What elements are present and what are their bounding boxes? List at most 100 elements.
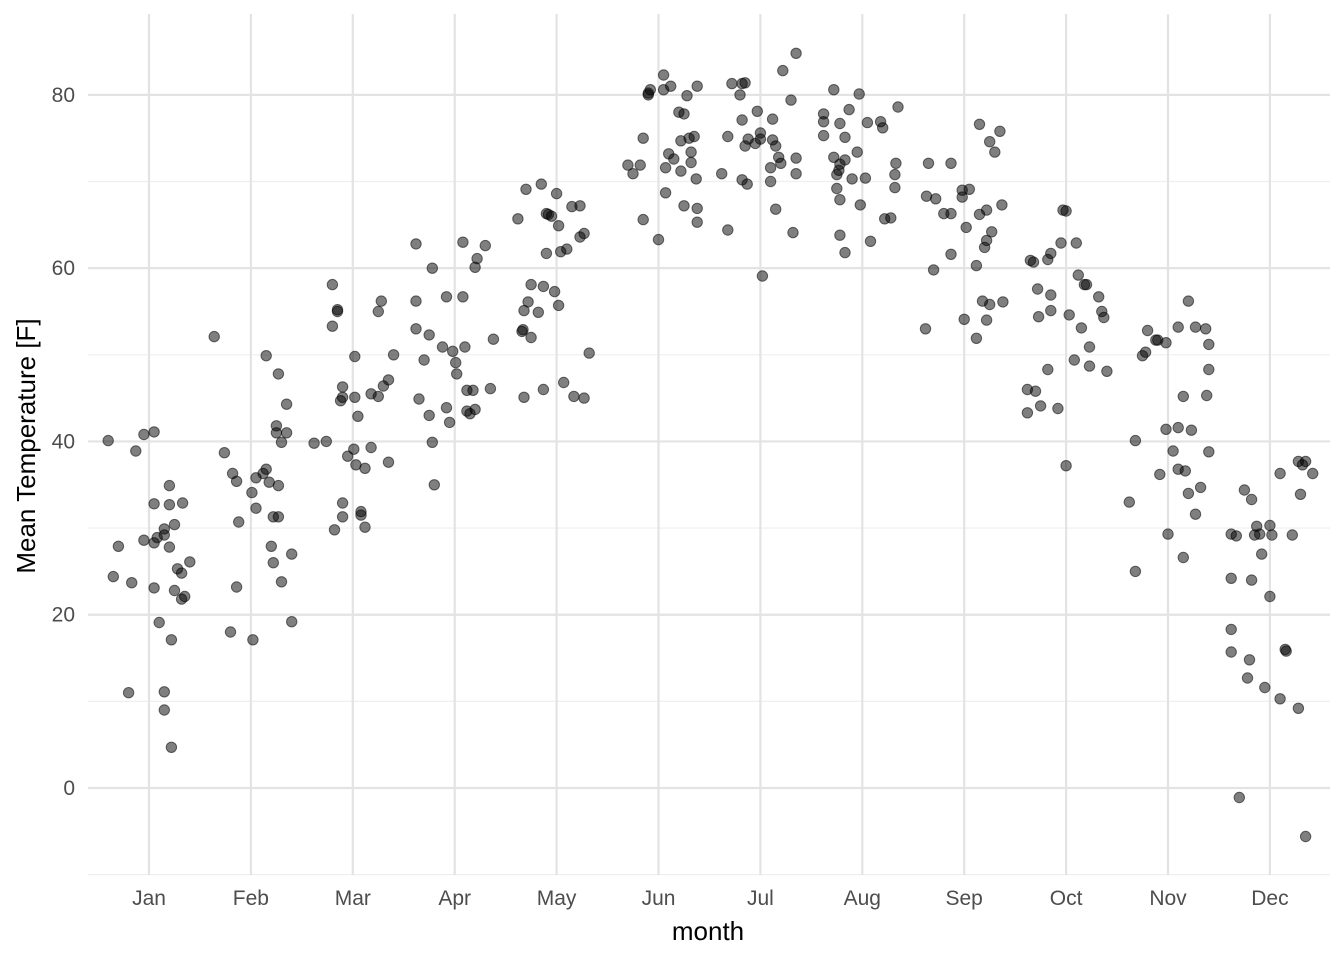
data-point	[126, 577, 138, 589]
data-point	[996, 199, 1008, 211]
data-point	[247, 634, 259, 646]
data-point	[443, 416, 456, 429]
data-point	[153, 616, 165, 629]
data-point	[517, 324, 529, 336]
data-point	[336, 391, 349, 403]
data-point	[176, 497, 189, 509]
data-point	[365, 441, 377, 454]
data-point	[877, 122, 889, 134]
data-point	[892, 101, 904, 113]
data-point	[387, 349, 400, 361]
data-point	[958, 313, 970, 325]
data-point	[980, 314, 993, 326]
data-point	[410, 238, 422, 250]
data-point	[970, 259, 983, 272]
data-point	[208, 330, 220, 343]
data-point	[764, 162, 777, 174]
data-point	[627, 168, 639, 180]
data-point	[179, 590, 191, 603]
data-point	[1172, 321, 1184, 333]
data-point	[426, 262, 438, 274]
data-point	[375, 295, 387, 307]
data-point	[1093, 291, 1105, 303]
data-point	[163, 499, 176, 511]
data-point	[846, 173, 858, 185]
data-point	[817, 129, 830, 142]
data-point	[359, 521, 371, 533]
data-point	[522, 296, 534, 308]
data-point	[331, 305, 344, 318]
data-point	[1179, 465, 1192, 477]
data-point	[1029, 385, 1042, 397]
y-tick-label: 40	[52, 430, 75, 453]
data-point	[1182, 295, 1195, 307]
data-point	[260, 350, 272, 362]
data-point	[382, 374, 395, 386]
data-point	[1189, 508, 1202, 520]
data-point	[665, 80, 677, 92]
data-point	[410, 295, 422, 307]
data-point	[487, 333, 500, 345]
data-point	[561, 243, 573, 255]
data-point	[922, 157, 935, 170]
data-point	[1245, 493, 1258, 506]
data-point	[790, 152, 802, 164]
data-point	[168, 584, 181, 597]
data-point	[471, 252, 483, 265]
data-point	[644, 84, 656, 96]
data-point	[349, 350, 361, 363]
data-point	[1241, 672, 1254, 684]
data-point	[1194, 481, 1207, 494]
data-point	[678, 200, 690, 212]
data-point	[451, 368, 463, 380]
data-point	[410, 323, 422, 335]
data-point	[568, 390, 580, 403]
data-point	[272, 479, 285, 492]
data-point	[1274, 693, 1286, 705]
data-point	[326, 278, 339, 291]
data-point	[270, 427, 283, 439]
y-tick-label: 80	[52, 84, 75, 107]
data-point	[1027, 256, 1040, 268]
data-point	[1083, 341, 1096, 353]
data-point	[532, 306, 544, 318]
data-point	[956, 191, 968, 203]
data-point	[1045, 289, 1057, 301]
data-point	[1101, 365, 1113, 377]
data-point	[927, 264, 940, 276]
x-tick-label: Dec	[1251, 887, 1288, 910]
data-point	[861, 116, 874, 129]
data-point	[348, 443, 360, 455]
data-point	[734, 89, 746, 101]
data-point	[1068, 354, 1081, 366]
data-point	[785, 94, 797, 106]
data-point	[525, 278, 537, 291]
data-point	[328, 524, 341, 536]
data-point	[148, 498, 160, 510]
data-point	[790, 168, 802, 180]
data-point	[336, 497, 349, 509]
data-point	[984, 136, 996, 148]
data-point	[1162, 528, 1174, 540]
data-point	[722, 224, 734, 236]
data-point	[688, 130, 700, 143]
data-point	[889, 181, 901, 194]
data-point	[372, 305, 384, 318]
data-point	[165, 741, 178, 753]
data-point	[1072, 269, 1085, 281]
data-point	[1055, 237, 1067, 249]
data-point	[828, 84, 840, 96]
data-point	[843, 103, 855, 116]
data-point	[1021, 407, 1034, 419]
data-point	[436, 341, 449, 353]
data-point	[851, 146, 863, 158]
y-axis-title: Mean Temperature [F]	[11, 318, 41, 573]
data-point	[1203, 446, 1215, 458]
data-point	[275, 576, 288, 588]
data-point	[751, 105, 763, 118]
data-point	[578, 392, 590, 404]
data-point	[224, 626, 237, 638]
data-point	[839, 154, 851, 166]
data-point	[1225, 623, 1237, 636]
data-point	[165, 634, 178, 646]
